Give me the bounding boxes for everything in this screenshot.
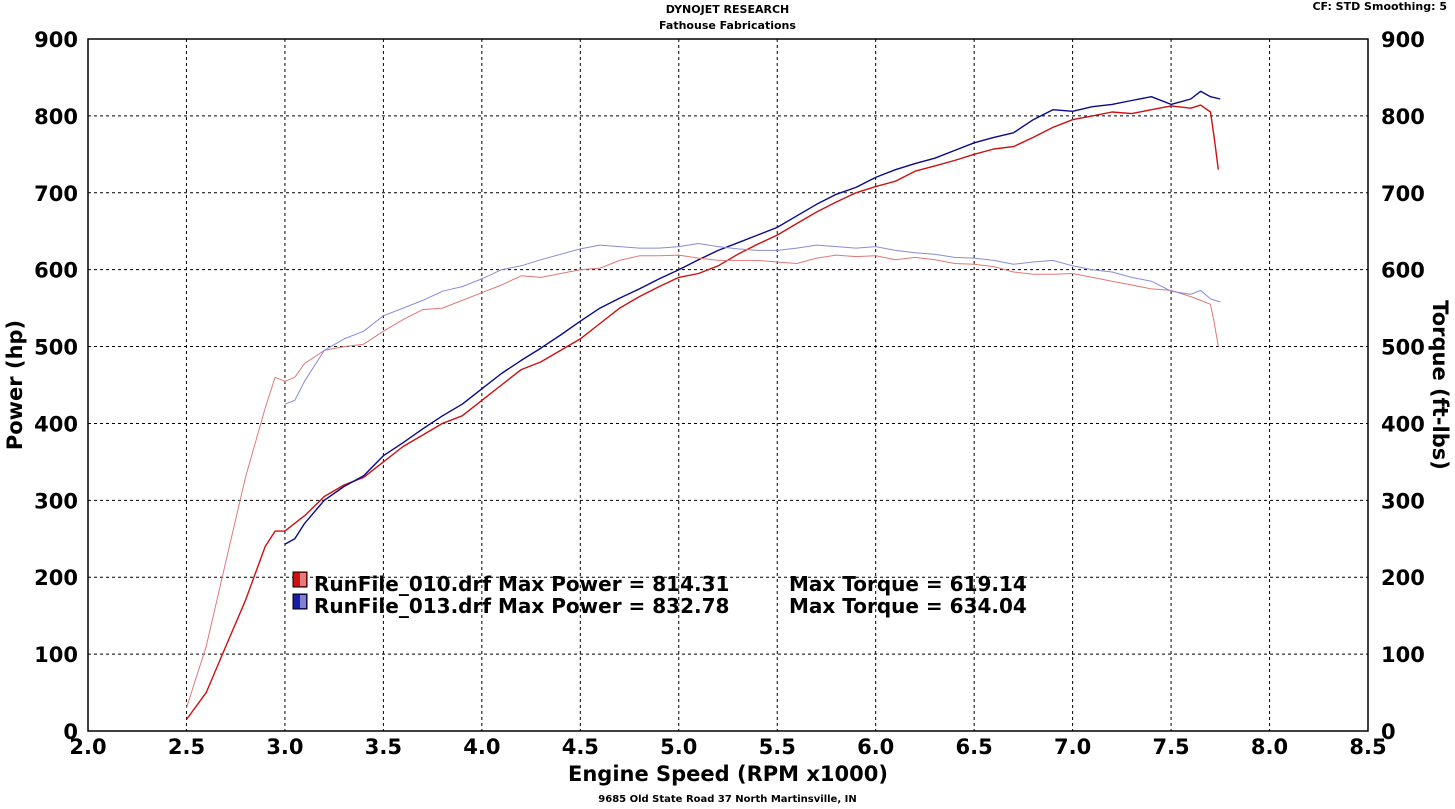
correction-factor-info: CF: STD Smoothing: 5 bbox=[1312, 0, 1447, 13]
series-line-power bbox=[185, 104, 1219, 720]
y-left-tick-label: 200 bbox=[34, 566, 78, 590]
y-right-tick-label: 600 bbox=[1381, 259, 1425, 283]
y-right-tick-label: 100 bbox=[1381, 643, 1425, 667]
y-right-tick-label: 700 bbox=[1381, 182, 1425, 206]
legend-power-label: RunFile_010.drf Max Power = 814.31 bbox=[314, 572, 729, 596]
legend-swatch bbox=[292, 593, 308, 610]
x-tick-label: 4.0 bbox=[463, 735, 500, 759]
x-tick-label: 8.0 bbox=[1251, 735, 1288, 759]
x-tick-label: 6.0 bbox=[857, 735, 894, 759]
chart-title: DYNOJET RESEARCH bbox=[665, 3, 790, 16]
legend: RunFile_010.drf Max Power = 814.31 Max To… bbox=[292, 571, 1027, 618]
y-left-tick-label: 400 bbox=[34, 412, 78, 436]
y-left-tick-label: 800 bbox=[34, 105, 78, 129]
y-left-tick-label: 500 bbox=[34, 336, 78, 360]
plot-frame bbox=[87, 38, 1369, 732]
y-left-tick-label: 900 bbox=[34, 28, 78, 52]
y-left-tick-label: 0 bbox=[63, 720, 78, 744]
legend-swatch-highlight bbox=[300, 595, 306, 608]
x-tick-label: 6.5 bbox=[956, 735, 993, 759]
x-tick-label: 3.5 bbox=[365, 735, 402, 759]
legend-swatch-highlight bbox=[300, 573, 306, 586]
y-right-tick-label: 900 bbox=[1381, 28, 1425, 52]
legend-swatch bbox=[292, 571, 308, 588]
x-tick-label: 7.0 bbox=[1054, 735, 1091, 759]
y-left-tick-label: 100 bbox=[34, 643, 78, 667]
x-tick-label: 5.5 bbox=[759, 735, 796, 759]
grid-lines bbox=[88, 39, 1368, 731]
series-lines bbox=[185, 90, 1221, 720]
x-tick-label: 2.5 bbox=[168, 735, 205, 759]
x-tick-label: 2.0 bbox=[69, 735, 106, 759]
series-line-torque bbox=[186, 254, 1219, 709]
y-left-tick-label: 700 bbox=[34, 182, 78, 206]
legend-torque-label: Max Torque = 634.04 bbox=[789, 594, 1027, 618]
legend-power-label: RunFile_013.drf Max Power = 832.78 bbox=[314, 594, 729, 618]
y-left-tick-label: 300 bbox=[34, 489, 78, 513]
y-right-tick-label: 500 bbox=[1381, 336, 1425, 360]
chart-subtitle: Fathouse Fabrications bbox=[659, 19, 796, 32]
x-tick-label: 7.5 bbox=[1152, 735, 1189, 759]
y-right-tick-label: 800 bbox=[1381, 105, 1425, 129]
legend-torque-label: Max Torque = 619.14 bbox=[789, 572, 1027, 596]
x-axis-label: Engine Speed (RPM x1000) bbox=[568, 762, 888, 786]
y-right-tick-label: 200 bbox=[1381, 566, 1425, 590]
y-right-tick-label: 300 bbox=[1381, 489, 1425, 513]
y-left-tick-label: 600 bbox=[34, 259, 78, 283]
y-right-tick-label: 0 bbox=[1381, 720, 1396, 744]
series-line-power bbox=[284, 90, 1221, 545]
x-tick-label: 5.0 bbox=[660, 735, 697, 759]
series-line-torque bbox=[284, 243, 1221, 405]
x-tick-label: 4.5 bbox=[562, 735, 599, 759]
x-tick-label: 8.5 bbox=[1349, 735, 1386, 759]
y-axis-left-label: Power (hp) bbox=[3, 320, 27, 450]
axis-ticks: 2.0 2.5 3.0 3.5 4.0 4.5 5.0 5.5 6.0 6.5 7.0 7.5 8.0 8… bbox=[34, 28, 1425, 759]
y-right-tick-label: 400 bbox=[1381, 412, 1425, 436]
y-axis-right-label: Torque (ft-lbs) bbox=[1428, 300, 1452, 470]
footer-address: 9685 Old State Road 37 North Martinsvill… bbox=[598, 794, 857, 805]
x-tick-label: 3.0 bbox=[266, 735, 303, 759]
